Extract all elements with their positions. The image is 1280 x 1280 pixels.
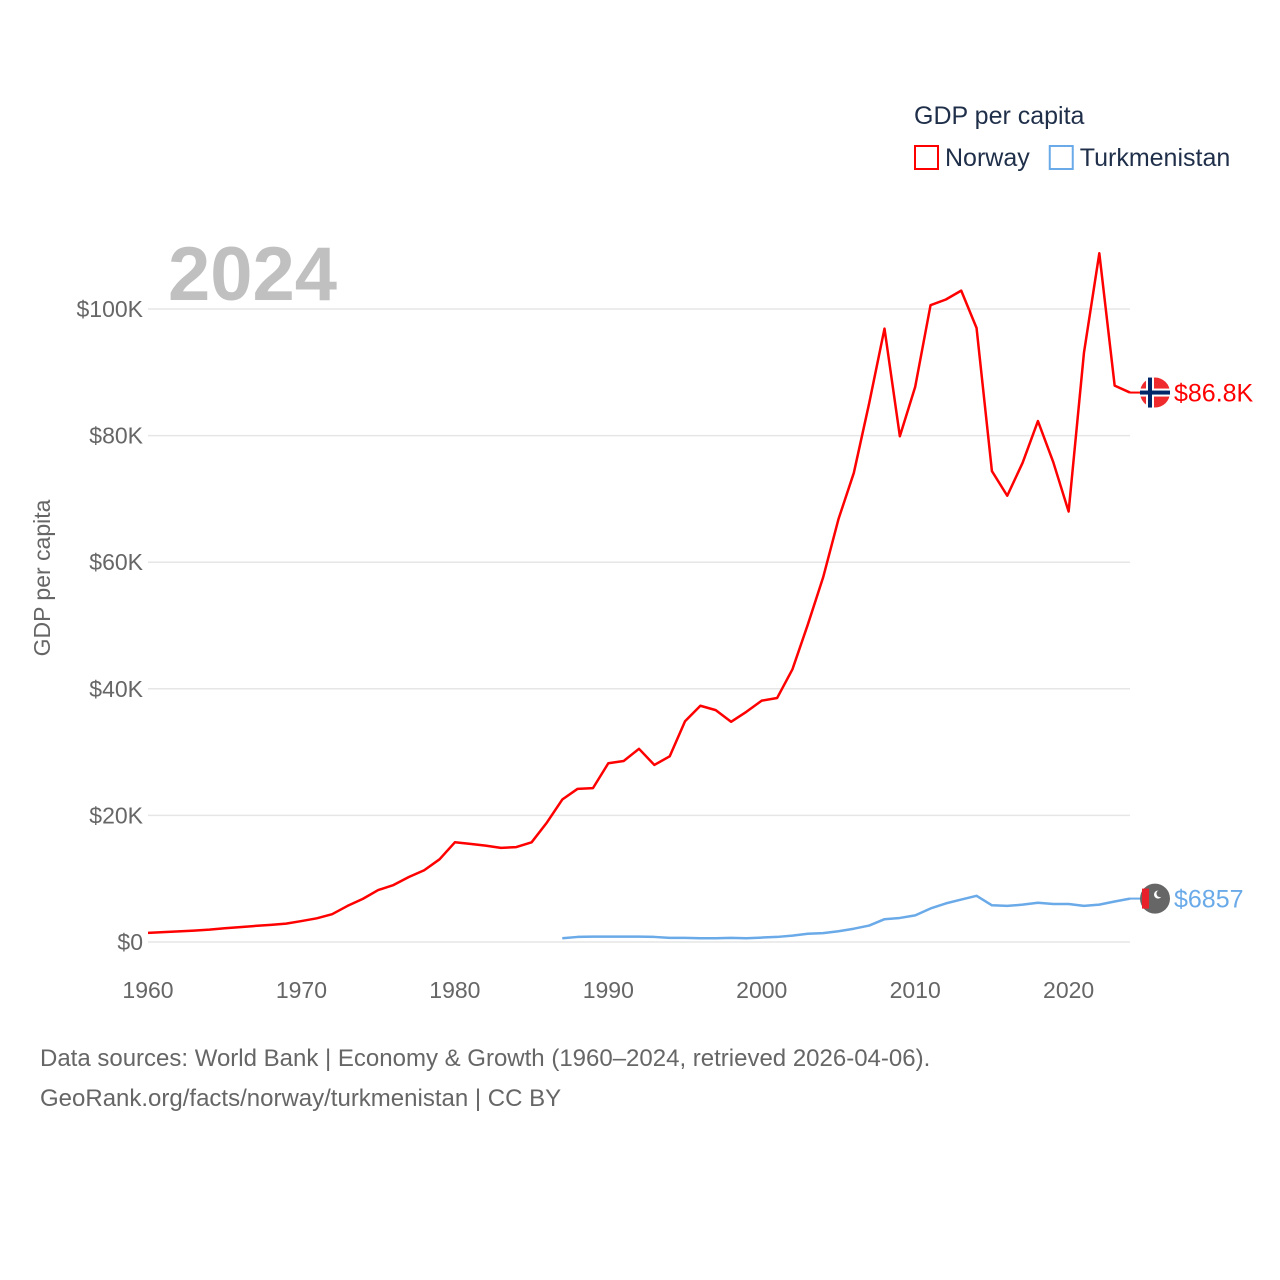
legend-item-turkmenistan[interactable]: Turkmenistan xyxy=(1048,144,1231,172)
legend-swatch xyxy=(1048,145,1074,170)
year-label: 2024 xyxy=(168,232,337,317)
series-line-turkmenistan xyxy=(562,894,1131,940)
x-tick-label: 1970 xyxy=(276,977,327,1003)
footer-sources: Data sources: World Bank | Economy & Gro… xyxy=(40,1045,931,1072)
footer-link[interactable]: GeoRank.org/facts/norway/turkmenistan | … xyxy=(40,1085,562,1112)
end-value-label: $6857 xyxy=(1174,886,1244,914)
y-tick-label: $60K xyxy=(89,549,143,575)
x-tick-label: 1980 xyxy=(429,977,480,1003)
x-tick-label: 2020 xyxy=(1043,977,1094,1003)
y-tick-label: $100K xyxy=(76,296,143,322)
norway-flag-icon xyxy=(1140,377,1170,408)
x-tick-label: 2000 xyxy=(736,977,787,1003)
series-line-norway xyxy=(147,252,1131,935)
legend-label: Turkmenistan xyxy=(1080,144,1231,172)
y-tick-label: $80K xyxy=(89,423,143,449)
x-tick-label: 1990 xyxy=(583,977,634,1003)
legend-swatch xyxy=(914,145,939,170)
end-value-label: $86.8K xyxy=(1174,380,1254,408)
y-tick-label: $20K xyxy=(89,802,143,828)
legend-title: GDP per capita xyxy=(914,102,1085,130)
x-tick-label: 2010 xyxy=(890,977,941,1003)
legend-item-norway[interactable]: Norway xyxy=(914,144,1030,172)
legend-label: Norway xyxy=(945,144,1030,172)
y-axis-label: GDP per capita xyxy=(29,499,55,656)
turkmenistan-flag-icon xyxy=(1140,883,1170,914)
x-tick-label: 1960 xyxy=(122,977,173,1003)
y-tick-label: $0 xyxy=(117,929,143,955)
y-tick-label: $40K xyxy=(89,676,143,702)
